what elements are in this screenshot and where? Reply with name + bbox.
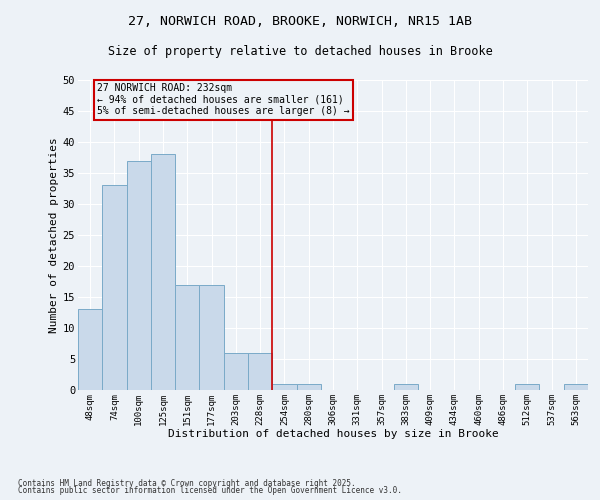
Text: 27, NORWICH ROAD, BROOKE, NORWICH, NR15 1AB: 27, NORWICH ROAD, BROOKE, NORWICH, NR15 … (128, 15, 472, 28)
Bar (296, 384, 321, 390)
Bar (175, 284, 199, 390)
Y-axis label: Number of detached properties: Number of detached properties (49, 137, 59, 333)
Bar (272, 384, 296, 390)
Bar (199, 284, 224, 390)
Bar (127, 160, 151, 390)
Text: 27 NORWICH ROAD: 232sqm
← 94% of detached houses are smaller (161)
5% of semi-de: 27 NORWICH ROAD: 232sqm ← 94% of detache… (97, 83, 350, 116)
Bar (224, 353, 248, 390)
Text: Contains HM Land Registry data © Crown copyright and database right 2025.: Contains HM Land Registry data © Crown c… (18, 478, 356, 488)
Bar (102, 186, 127, 390)
Bar (78, 310, 102, 390)
Bar (248, 353, 272, 390)
X-axis label: Distribution of detached houses by size in Brooke: Distribution of detached houses by size … (167, 429, 499, 439)
Bar (394, 384, 418, 390)
Bar (515, 384, 539, 390)
Bar (151, 154, 175, 390)
Text: Size of property relative to detached houses in Brooke: Size of property relative to detached ho… (107, 45, 493, 58)
Text: Contains public sector information licensed under the Open Government Licence v3: Contains public sector information licen… (18, 486, 402, 495)
Bar (564, 384, 588, 390)
